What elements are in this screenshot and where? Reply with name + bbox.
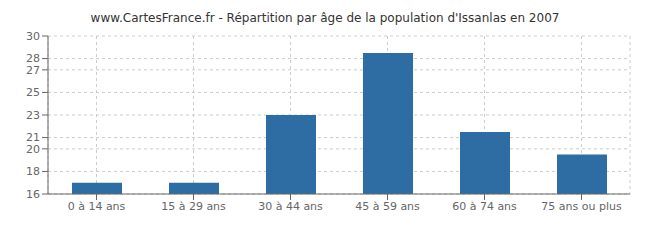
svg-text:30: 30 <box>26 30 40 43</box>
svg-text:23: 23 <box>26 109 40 122</box>
svg-text:75 ans ou plus: 75 ans ou plus <box>541 200 622 213</box>
svg-text:25: 25 <box>26 86 40 99</box>
svg-text:60 à 74 ans: 60 à 74 ans <box>452 200 517 213</box>
svg-text:18: 18 <box>26 165 40 178</box>
svg-text:15 à 29 ans: 15 à 29 ans <box>161 200 226 213</box>
svg-text:21: 21 <box>26 131 40 144</box>
html-text:www.CartesFrance.fr - Répartit: www.CartesFrance.fr - Répartition par âg… <box>90 11 560 25</box>
svg-text:16: 16 <box>26 188 40 201</box>
svg-text:0 à 14 ans: 0 à 14 ans <box>68 200 126 213</box>
svg-text:20: 20 <box>26 143 40 156</box>
svg-text:45 à 59 ans: 45 à 59 ans <box>355 200 420 213</box>
svg-text:28: 28 <box>26 52 40 65</box>
svg-text:27: 27 <box>26 64 40 77</box>
svg-text:30 à 44 ans: 30 à 44 ans <box>258 200 323 213</box>
